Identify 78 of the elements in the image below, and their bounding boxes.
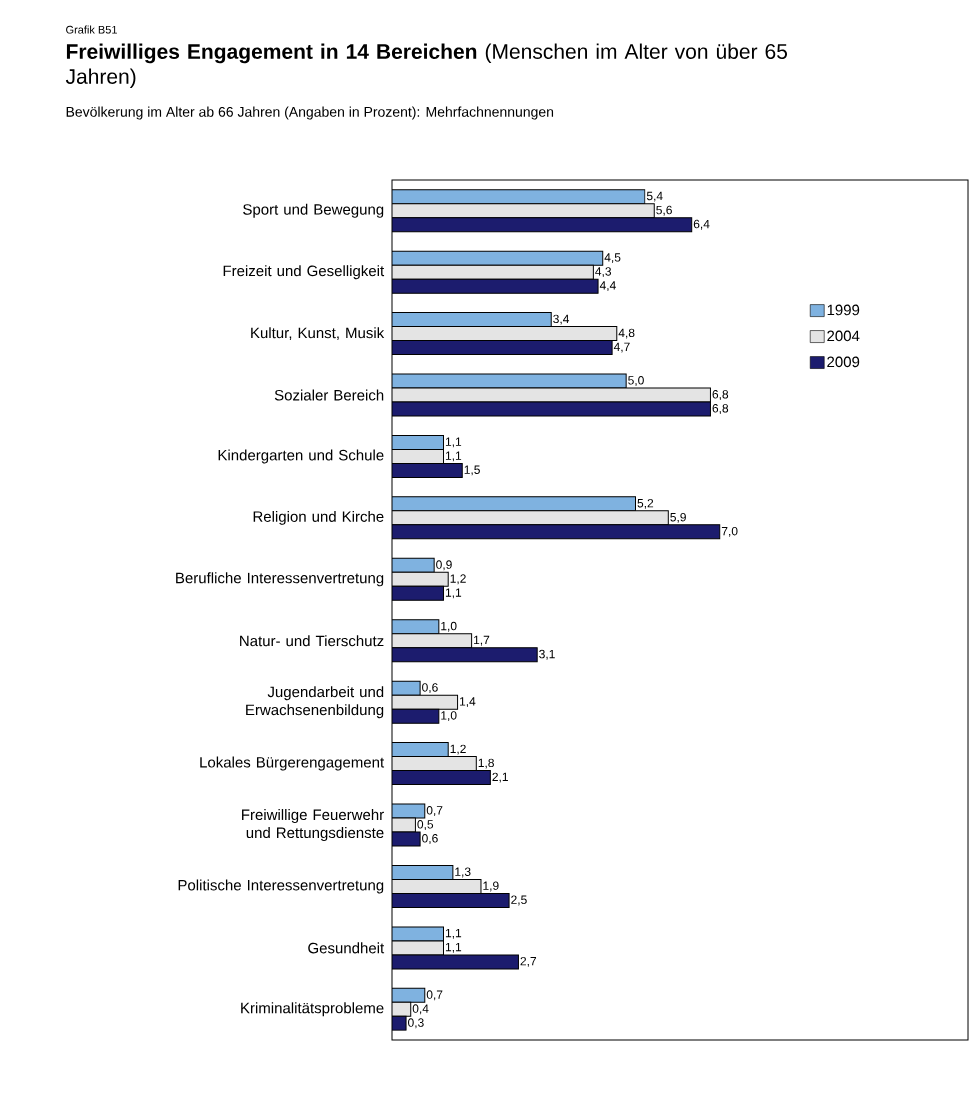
bar xyxy=(391,434,444,450)
data-label: 1,3 xyxy=(455,867,471,878)
bar xyxy=(391,448,444,464)
y-tick-label: Natur- und Tierschutz xyxy=(239,635,384,647)
data-label: 6,8 xyxy=(712,404,728,414)
data-label: 4,5 xyxy=(604,253,621,264)
data-label: 2,5 xyxy=(511,895,527,906)
y-tick-label: Sozialer Bereich xyxy=(274,389,384,401)
bar xyxy=(391,633,472,649)
bar xyxy=(391,326,618,342)
data-label: 1,5 xyxy=(464,465,480,476)
bar xyxy=(391,694,458,710)
y-tick-label: Kultur, Kunst, Musik xyxy=(251,327,385,340)
data-label: 0,7 xyxy=(426,990,443,1001)
legend-label: 2004 xyxy=(827,330,860,342)
legend-label: 2009 xyxy=(827,356,860,368)
data-label: 1,1 xyxy=(445,588,461,599)
data-label: 4,8 xyxy=(618,328,635,339)
data-label: 4,3 xyxy=(595,267,611,278)
data-label: 6,4 xyxy=(693,219,710,230)
chart-title: Freiwilliges Engagement in 14 Bereichen (Menschen im Alter von über 65 Jahren) xyxy=(65,43,787,89)
data-label: 5,2 xyxy=(637,498,653,509)
y-tick-label: Lokales Bürgerengagement xyxy=(200,756,384,771)
data-label: 0,3 xyxy=(407,1018,424,1029)
data-label: 5,9 xyxy=(670,512,686,523)
bar xyxy=(391,756,477,772)
data-label: 5,0 xyxy=(628,376,644,386)
data-label: 0,9 xyxy=(436,560,452,571)
data-label: 1,4 xyxy=(459,697,476,708)
bar xyxy=(391,250,604,266)
data-label: 1,1 xyxy=(445,437,461,448)
data-label: 6,8 xyxy=(712,390,728,400)
bar xyxy=(391,742,449,758)
data-label: 3,1 xyxy=(539,649,555,660)
bar xyxy=(391,557,435,573)
data-label: 0,6 xyxy=(421,683,438,694)
data-label: 4,4 xyxy=(599,281,616,292)
data-label: 1,8 xyxy=(478,758,494,769)
data-label: 1,1 xyxy=(445,942,461,953)
chart-subtitle: Bevölkerung im Alter ab 66 Jahren (Angaben in Prozent): Mehrfachnennungen xyxy=(66,106,553,120)
y-tick-label: Berufliche Interessenvertretung xyxy=(176,572,384,587)
data-label: 0,5 xyxy=(417,820,433,830)
data-label: 1,0 xyxy=(441,621,457,632)
data-label: 1,1 xyxy=(445,451,461,462)
data-label: 2,1 xyxy=(492,772,508,783)
data-label: 5,6 xyxy=(656,205,672,216)
bar xyxy=(391,878,482,894)
legend-label: 1999 xyxy=(827,304,860,316)
data-label: 1,1 xyxy=(445,928,461,939)
data-label: 0,4 xyxy=(412,1004,429,1015)
y-tick-label: Freizeit und Geselligkeit xyxy=(223,265,384,280)
y-tick-label: Religion und Kirche xyxy=(253,510,384,525)
y-tick-label: Freiwillige Feuerwehr und Rettungsdienste xyxy=(241,809,384,841)
data-label: 4,7 xyxy=(613,342,630,353)
bar xyxy=(391,203,655,219)
bar xyxy=(391,571,449,587)
y-tick-label: Politische Interessenvertretung xyxy=(178,879,384,894)
data-label: 1,0 xyxy=(441,711,457,722)
data-label: 0,7 xyxy=(426,806,443,816)
data-label: 1,7 xyxy=(473,635,490,646)
data-label: 1,2 xyxy=(450,744,466,755)
data-label: 2,7 xyxy=(520,956,536,967)
bar xyxy=(391,864,454,880)
bar xyxy=(391,264,594,280)
data-label: 0,6 xyxy=(421,834,438,844)
data-label: 5,4 xyxy=(646,191,663,202)
text: Grafik B51 xyxy=(65,25,117,34)
bar xyxy=(391,312,552,328)
data-label: 1,9 xyxy=(483,881,499,892)
y-tick-label: Sport und Bewegung xyxy=(242,203,384,218)
y-tick-label: Kindergarten und Schule xyxy=(218,449,384,464)
bar xyxy=(391,189,646,205)
y-tick-label: Kriminalitätsprobleme xyxy=(241,1002,384,1017)
y-tick-label: Gesundheit xyxy=(308,942,384,954)
data-label: 7,0 xyxy=(721,526,738,537)
data-label: 3,4 xyxy=(553,314,569,325)
data-label: 1,2 xyxy=(450,574,466,585)
y-tick-label: Jugendarbeit und Erwachsenenbildung xyxy=(246,686,384,719)
